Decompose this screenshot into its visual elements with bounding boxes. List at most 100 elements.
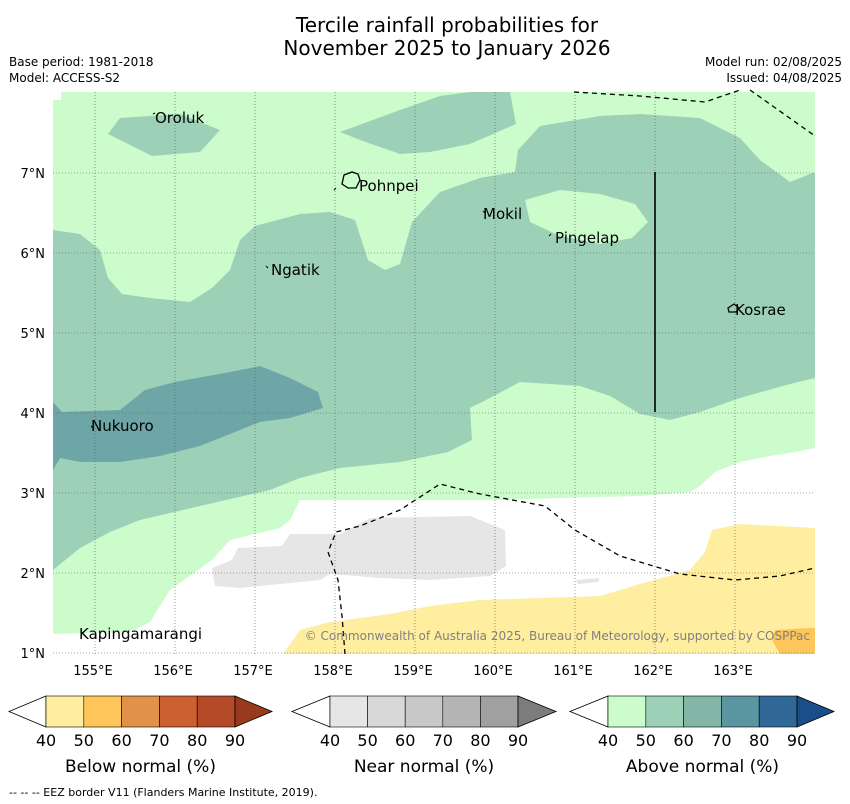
map-fields	[53, 92, 815, 654]
pohnpei-islet	[333, 187, 337, 191]
above-normal-50-hole-pingelap	[525, 190, 648, 244]
model-text: Model: ACCESS-S2	[9, 71, 121, 85]
above-normal-70-field	[53, 366, 323, 470]
colorbar-tick-label: 90	[508, 731, 528, 750]
copyright-text: © Commonwealth of Australia 2025, Bureau…	[305, 629, 810, 643]
lon-tick-label: 156°E	[153, 664, 193, 679]
colorbar-tick-label: 90	[225, 731, 245, 750]
above-normal-60-oroluk	[108, 114, 220, 156]
colorbar-segment	[121, 695, 160, 728]
colorbar-tick-label: 40	[598, 731, 618, 750]
lat-tick-label: 4°N	[21, 407, 46, 422]
lat-tick-label: 3°N	[21, 487, 46, 502]
place-label-mokil: Mokil	[483, 205, 522, 223]
base-period-text: Base period: 1981-2018	[9, 55, 154, 69]
lat-tick-label: 1°N	[21, 647, 46, 662]
colorbar-min-arrow	[568, 695, 609, 728]
colorbar-title: Below normal (%)	[65, 757, 216, 777]
missing-data-patch	[53, 92, 61, 100]
colorbar-tick-label: 50	[636, 731, 656, 750]
colorbar-segment	[83, 695, 122, 728]
longitude-ticks: 155°E 156°E 157°E 158°E 159°E 160°E 161°E 162°E…	[73, 664, 753, 679]
mokil-island	[482, 210, 486, 214]
near-normal-50-field	[212, 516, 506, 588]
lat-tick-label: 6°N	[21, 247, 46, 262]
colorbar-tick-label: 40	[320, 731, 340, 750]
kapingamarangi-island	[81, 631, 85, 634]
colorbar-max-arrow	[796, 695, 836, 728]
colorbars: 40 50 60 70 80 90 Below normal (%) 40 50 60 70 80 90…	[7, 695, 836, 777]
nukuoro-island	[90, 425, 94, 429]
colorbar-max-arrow	[517, 695, 558, 728]
colorbar-tick-label: 80	[470, 731, 490, 750]
lon-tick-label: 163°E	[713, 664, 753, 679]
colorbar-tick-label: 60	[395, 731, 415, 750]
colorbar-tick-label: 70	[149, 731, 169, 750]
place-label-pohnpei: Pohnpei	[359, 177, 419, 195]
eez-border-south	[327, 483, 816, 655]
colorbar-segment	[442, 695, 481, 728]
colorbar-tick-label: 50	[357, 731, 377, 750]
colorbar-tick-label: 90	[787, 731, 807, 750]
colorbar-min-arrow	[290, 695, 331, 728]
place-label-ngatik: Ngatik	[271, 261, 320, 279]
title-line-1: Tercile rainfall probabilities for	[295, 13, 599, 37]
colorbar-min-arrow	[7, 695, 47, 728]
colorbar-tick-label: 70	[711, 731, 731, 750]
place-label-nukuoro: Nukuoro	[91, 417, 154, 435]
lon-tick-label: 161°E	[553, 664, 593, 679]
model-run-text: Model run: 02/08/2025	[704, 55, 842, 69]
page-title: Tercile rainfall probabilities for Novem…	[0, 14, 850, 60]
title-line-2: November 2025 to January 2026	[283, 36, 611, 60]
colorbar-segment	[607, 695, 647, 728]
ngatik-island	[265, 265, 269, 269]
meta-left: Base period: 1981-2018 Model: ACCESS-S2	[9, 54, 154, 86]
lon-tick-label: 162°E	[633, 664, 673, 679]
colorbar-segment	[758, 695, 798, 728]
issued-text: Issued: 04/08/2025	[726, 71, 842, 85]
colorbar-segment	[329, 695, 368, 728]
colorbar-tick-label: 80	[187, 731, 207, 750]
colorbar-segment	[683, 695, 722, 728]
lon-tick-label: 155°E	[73, 664, 113, 679]
colorbar-tick-label: 40	[36, 731, 56, 750]
colorbar-segment	[721, 695, 760, 728]
colorbar-tick-label: 50	[74, 731, 94, 750]
place-label-oroluk: Oroluk	[155, 109, 204, 127]
eez-border-north	[573, 89, 816, 137]
lon-tick-label: 158°E	[313, 664, 353, 679]
colorbar-tick-label: 60	[673, 731, 693, 750]
below-normal-field	[283, 524, 815, 654]
below-normal-60-field	[772, 628, 815, 654]
lon-tick-label: 160°E	[473, 664, 513, 679]
latitude-ticks: 1°N 2°N 3°N 4°N 5°N 6°N 7°N	[21, 167, 46, 662]
place-label-pingelap: Pingelap	[555, 229, 619, 247]
lon-tick-label: 159°E	[393, 664, 433, 679]
pohnpei-island	[341, 171, 361, 189]
kosrae-island	[727, 303, 740, 313]
above-normal-60-north	[340, 92, 516, 154]
colorbar-segment	[367, 695, 406, 728]
colorbar-segment	[159, 695, 198, 728]
colorbar-segment	[645, 695, 684, 728]
colorbar-title: Near normal (%)	[354, 757, 494, 777]
place-label-kosrae: Kosrae	[735, 301, 786, 319]
colorbar-segment	[196, 695, 236, 728]
pingelap-island	[548, 233, 552, 237]
colorbar-tick-label: 70	[433, 731, 453, 750]
colorbar-segment	[404, 695, 444, 728]
place-labels: Oroluk Pohnpei Mokil Pingelap Ngatik Kosrae Nu…	[79, 109, 786, 643]
place-label-kapingamarangi: Kapingamarangi	[79, 625, 202, 643]
colorbar-title: Above normal (%)	[626, 757, 779, 777]
lat-tick-label: 5°N	[21, 327, 46, 342]
lat-tick-label: 2°N	[21, 567, 46, 582]
near-normal-50-patch	[576, 578, 600, 584]
colorbar-tick-label: 80	[749, 731, 769, 750]
eez-border-footnote: -- -- -- EEZ border V11 (Flanders Marine…	[9, 786, 318, 799]
colorbar-segment	[480, 695, 519, 728]
colorbar-max-arrow	[234, 695, 274, 728]
colorbar-segment	[45, 695, 85, 728]
colorbar-tick-label: 60	[111, 731, 131, 750]
lat-tick-label: 7°N	[21, 167, 46, 182]
